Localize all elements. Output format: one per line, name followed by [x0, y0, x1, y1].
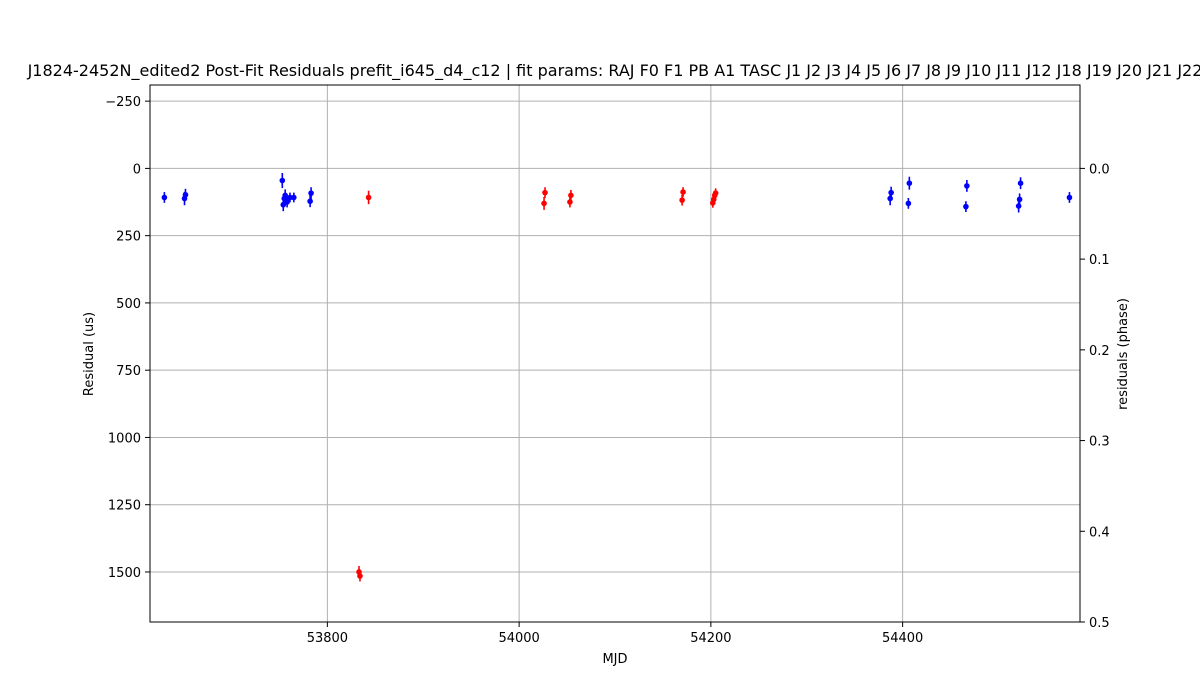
y-axis-label: Residual (us) [82, 312, 97, 396]
series-0 [161, 172, 1073, 213]
y-tick-label: 1500 [108, 566, 141, 581]
y2-tick-label: 0.3 [1089, 435, 1110, 450]
y2-axis-ticks: 0.0 0.1 0.2 0.3 0.4 0.5 [1080, 162, 1110, 631]
x-tick-label: 54400 [882, 631, 923, 646]
series-1 [356, 187, 719, 582]
data-point [887, 195, 893, 202]
data-point [906, 180, 913, 186]
data-point [964, 183, 970, 189]
y-tick-label: 250 [116, 230, 141, 245]
y-tick-label: 1000 [108, 431, 141, 446]
data-point [712, 190, 719, 196]
data-point [888, 189, 894, 196]
data-point [308, 190, 314, 196]
data-point [182, 191, 189, 198]
data-point [284, 199, 290, 205]
y-tick-label: 750 [116, 364, 141, 379]
data-point [291, 194, 297, 201]
y2-tick-label: 0.1 [1089, 253, 1110, 268]
data-point [679, 197, 685, 203]
data-point [568, 192, 574, 199]
data-point [680, 189, 686, 195]
y2-tick-label: 0.5 [1089, 616, 1110, 631]
data-point [1016, 196, 1023, 203]
data-point [287, 194, 293, 201]
data-point [1066, 194, 1073, 201]
x-axis-label: MJD [602, 652, 627, 667]
data-point [161, 194, 168, 201]
y-tick-label: 500 [116, 297, 141, 312]
data-point [357, 573, 363, 579]
y2-axis-label: residuals (phase) [1116, 298, 1131, 410]
grid-lines [150, 85, 1080, 622]
y-tick-label: −250 [105, 95, 141, 110]
data-point [279, 177, 286, 184]
x-axis-ticks: 53800 54000 54200 54400 [307, 622, 923, 646]
plot-frame [149, 84, 1081, 623]
data-point [905, 200, 912, 207]
x-tick-label: 54000 [498, 631, 539, 646]
data-point [365, 194, 372, 201]
data-point [567, 199, 573, 205]
y2-tick-label: 0.4 [1089, 525, 1110, 540]
data-point [542, 189, 548, 196]
x-tick-label: 54200 [690, 631, 731, 646]
data-point [541, 200, 547, 207]
data-point [963, 203, 969, 210]
y-tick-label: 0 [133, 162, 141, 177]
data-point [1017, 180, 1024, 186]
y2-tick-label: 0.2 [1089, 344, 1110, 359]
y-axis-ticks: −250 0 250 500 750 1000 1250 1500 [105, 95, 150, 581]
x-tick-label: 53800 [307, 631, 348, 646]
chart-title: J1824-2452N_edited2 Post-Fit Residuals p… [27, 61, 1200, 81]
data-point [307, 198, 313, 205]
data-points [161, 172, 1073, 582]
data-point [1015, 203, 1022, 209]
y-tick-label: 1250 [108, 499, 141, 514]
y2-tick-label: 0.0 [1089, 162, 1110, 177]
